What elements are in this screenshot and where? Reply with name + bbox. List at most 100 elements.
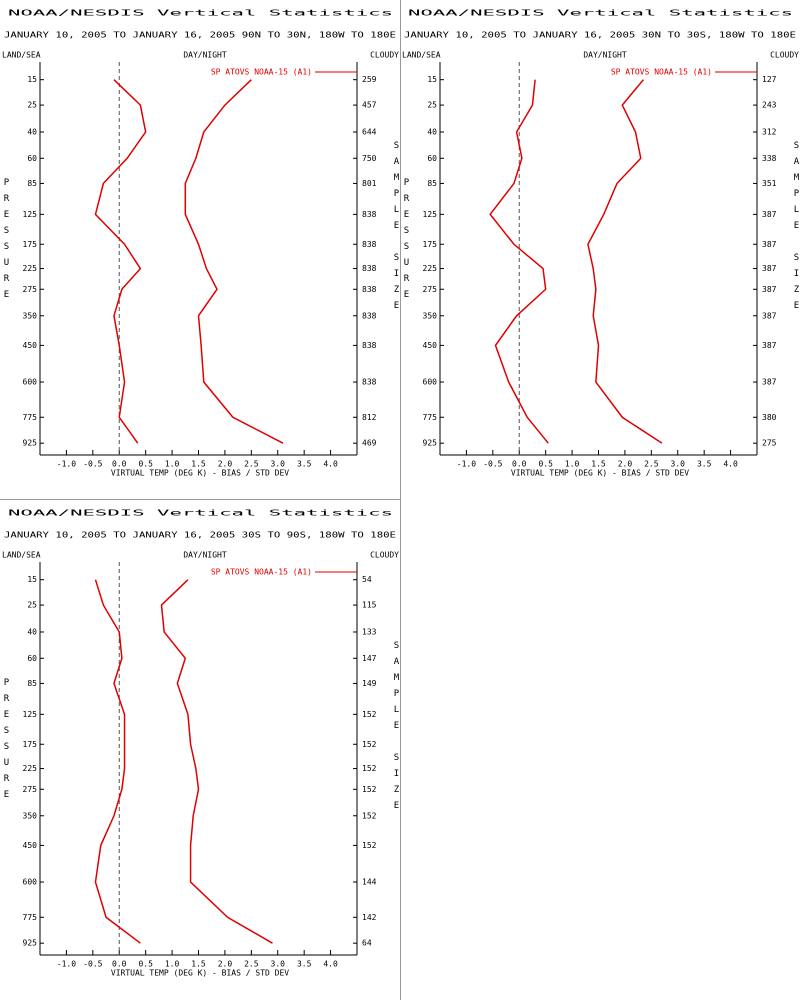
sample-size-label: 387 xyxy=(762,311,777,320)
y-tick-label: 925 xyxy=(23,439,38,448)
x-tick-label: 2.0 xyxy=(618,460,633,469)
profile-line xyxy=(184,79,284,444)
x-tick-label: 1.5 xyxy=(591,460,606,469)
sample-size-label: 387 xyxy=(762,341,777,350)
y-tick-label: 125 xyxy=(23,210,38,219)
sample-size-label: 838 xyxy=(362,210,377,219)
x-tick-label: 3.0 xyxy=(671,460,686,469)
y-tick-label: 15 xyxy=(27,575,37,584)
profile-line xyxy=(94,79,147,444)
sample-size-label: 838 xyxy=(362,378,377,387)
y-tick-label: 225 xyxy=(23,764,38,773)
sample-size-label: 149 xyxy=(362,679,377,688)
sample-size-label: 54 xyxy=(362,575,372,584)
x-tick-label: -1.0 xyxy=(57,960,76,969)
header-label: DAY/NIGHT xyxy=(583,51,627,60)
sample-size-label: 144 xyxy=(362,878,377,887)
sample-size-label: 380 xyxy=(762,413,777,422)
profile-line xyxy=(160,579,273,944)
y-tick-label: 25 xyxy=(427,101,437,110)
sample-size-label: 275 xyxy=(762,439,777,448)
sample-size-label: 64 xyxy=(362,939,372,948)
profile-line xyxy=(489,79,549,444)
y-tick-label: 40 xyxy=(27,627,37,636)
header-label: LAND/SEA xyxy=(402,51,441,60)
y2-axis-label: SAMPLE SIZE xyxy=(392,641,402,817)
y-axis-label: PRESSURE xyxy=(2,178,12,306)
y-tick-label: 60 xyxy=(27,154,37,163)
header-label: DAY/NIGHT xyxy=(183,551,227,560)
y-tick-label: 125 xyxy=(23,710,38,719)
sample-size-label: 457 xyxy=(362,101,377,110)
y2-axis-label: SAMPLE SIZE xyxy=(392,141,402,317)
x-tick-label: 2.5 xyxy=(244,460,259,469)
y-tick-label: 60 xyxy=(27,654,37,663)
y-tick-label: 85 xyxy=(27,179,37,188)
chart-title: NOAA/NESDIS Vertical Statistics xyxy=(8,9,393,18)
y-tick-label: 175 xyxy=(23,740,38,749)
sample-size-label: 387 xyxy=(762,378,777,387)
y-tick-label: 350 xyxy=(423,311,438,320)
x-tick-label: 1.0 xyxy=(165,960,180,969)
x-tick-label: -0.5 xyxy=(83,960,102,969)
sample-size-label: 838 xyxy=(362,311,377,320)
y-tick-label: 925 xyxy=(23,939,38,948)
y-tick-label: 600 xyxy=(23,878,38,887)
x-tick-label: 0.5 xyxy=(538,460,553,469)
sample-size-label: 838 xyxy=(362,240,377,249)
legend-label: SP ATOVS NOAA-15 (A1) xyxy=(611,68,712,77)
y-tick-label: 85 xyxy=(27,679,37,688)
sample-size-label: 152 xyxy=(362,785,377,794)
sample-size-label: 387 xyxy=(762,285,777,294)
sample-size-label: 838 xyxy=(362,264,377,273)
y-tick-label: 775 xyxy=(23,913,38,922)
x-tick-label: -0.5 xyxy=(483,460,502,469)
x-tick-label: 0.0 xyxy=(112,460,127,469)
header-label: CLOUDY xyxy=(770,51,799,60)
sample-size-label: 152 xyxy=(362,841,377,850)
sample-size-label: 259 xyxy=(362,75,377,84)
y-tick-label: 175 xyxy=(423,240,438,249)
profile-line xyxy=(587,79,663,444)
chart-subtitle: JANUARY 10, 2005 TO JANUARY 16, 2005 30S… xyxy=(4,531,396,540)
y-tick-label: 15 xyxy=(427,75,437,84)
sample-size-label: 147 xyxy=(362,654,377,663)
y-tick-label: 600 xyxy=(23,378,38,387)
y-tick-label: 60 xyxy=(427,154,437,163)
sample-size-label: 115 xyxy=(362,601,377,610)
sample-size-label: 152 xyxy=(362,710,377,719)
x-axis-label: VIRTUAL TEMP (DEG K) - BIAS / STD DEV xyxy=(111,969,289,978)
sample-size-label: 838 xyxy=(362,285,377,294)
x-tick-label: 3.0 xyxy=(271,960,286,969)
y-tick-label: 275 xyxy=(23,285,38,294)
x-tick-label: 3.5 xyxy=(697,460,712,469)
x-tick-label: 2.0 xyxy=(218,960,233,969)
sample-size-label: 351 xyxy=(762,179,777,188)
x-tick-label: 2.5 xyxy=(644,460,659,469)
x-tick-label: 3.5 xyxy=(297,960,312,969)
y-tick-label: 40 xyxy=(27,127,37,136)
sample-size-label: 812 xyxy=(362,413,377,422)
sample-size-label: 387 xyxy=(762,264,777,273)
sample-size-label: 338 xyxy=(762,154,777,163)
y-tick-label: 775 xyxy=(23,413,38,422)
sample-size-label: 243 xyxy=(762,101,777,110)
y-tick-label: 275 xyxy=(423,285,438,294)
sample-size-label: 644 xyxy=(362,127,377,136)
sample-size-label: 838 xyxy=(362,341,377,350)
sample-size-label: 152 xyxy=(362,740,377,749)
y-tick-label: 925 xyxy=(423,439,438,448)
header-label: LAND/SEA xyxy=(2,551,41,560)
y-tick-label: 450 xyxy=(23,841,38,850)
x-tick-label: 3.5 xyxy=(297,460,312,469)
y-tick-label: 15 xyxy=(27,75,37,84)
sample-size-label: 750 xyxy=(362,154,377,163)
chart-subtitle: JANUARY 10, 2005 TO JANUARY 16, 2005 90N… xyxy=(4,31,396,40)
header-label: DAY/NIGHT xyxy=(183,51,227,60)
x-tick-label: 4.0 xyxy=(323,960,338,969)
profile-line xyxy=(94,579,141,944)
x-tick-label: -1.0 xyxy=(57,460,76,469)
sample-size-label: 152 xyxy=(362,811,377,820)
sample-size-label: 387 xyxy=(762,240,777,249)
x-tick-label: 1.0 xyxy=(165,460,180,469)
